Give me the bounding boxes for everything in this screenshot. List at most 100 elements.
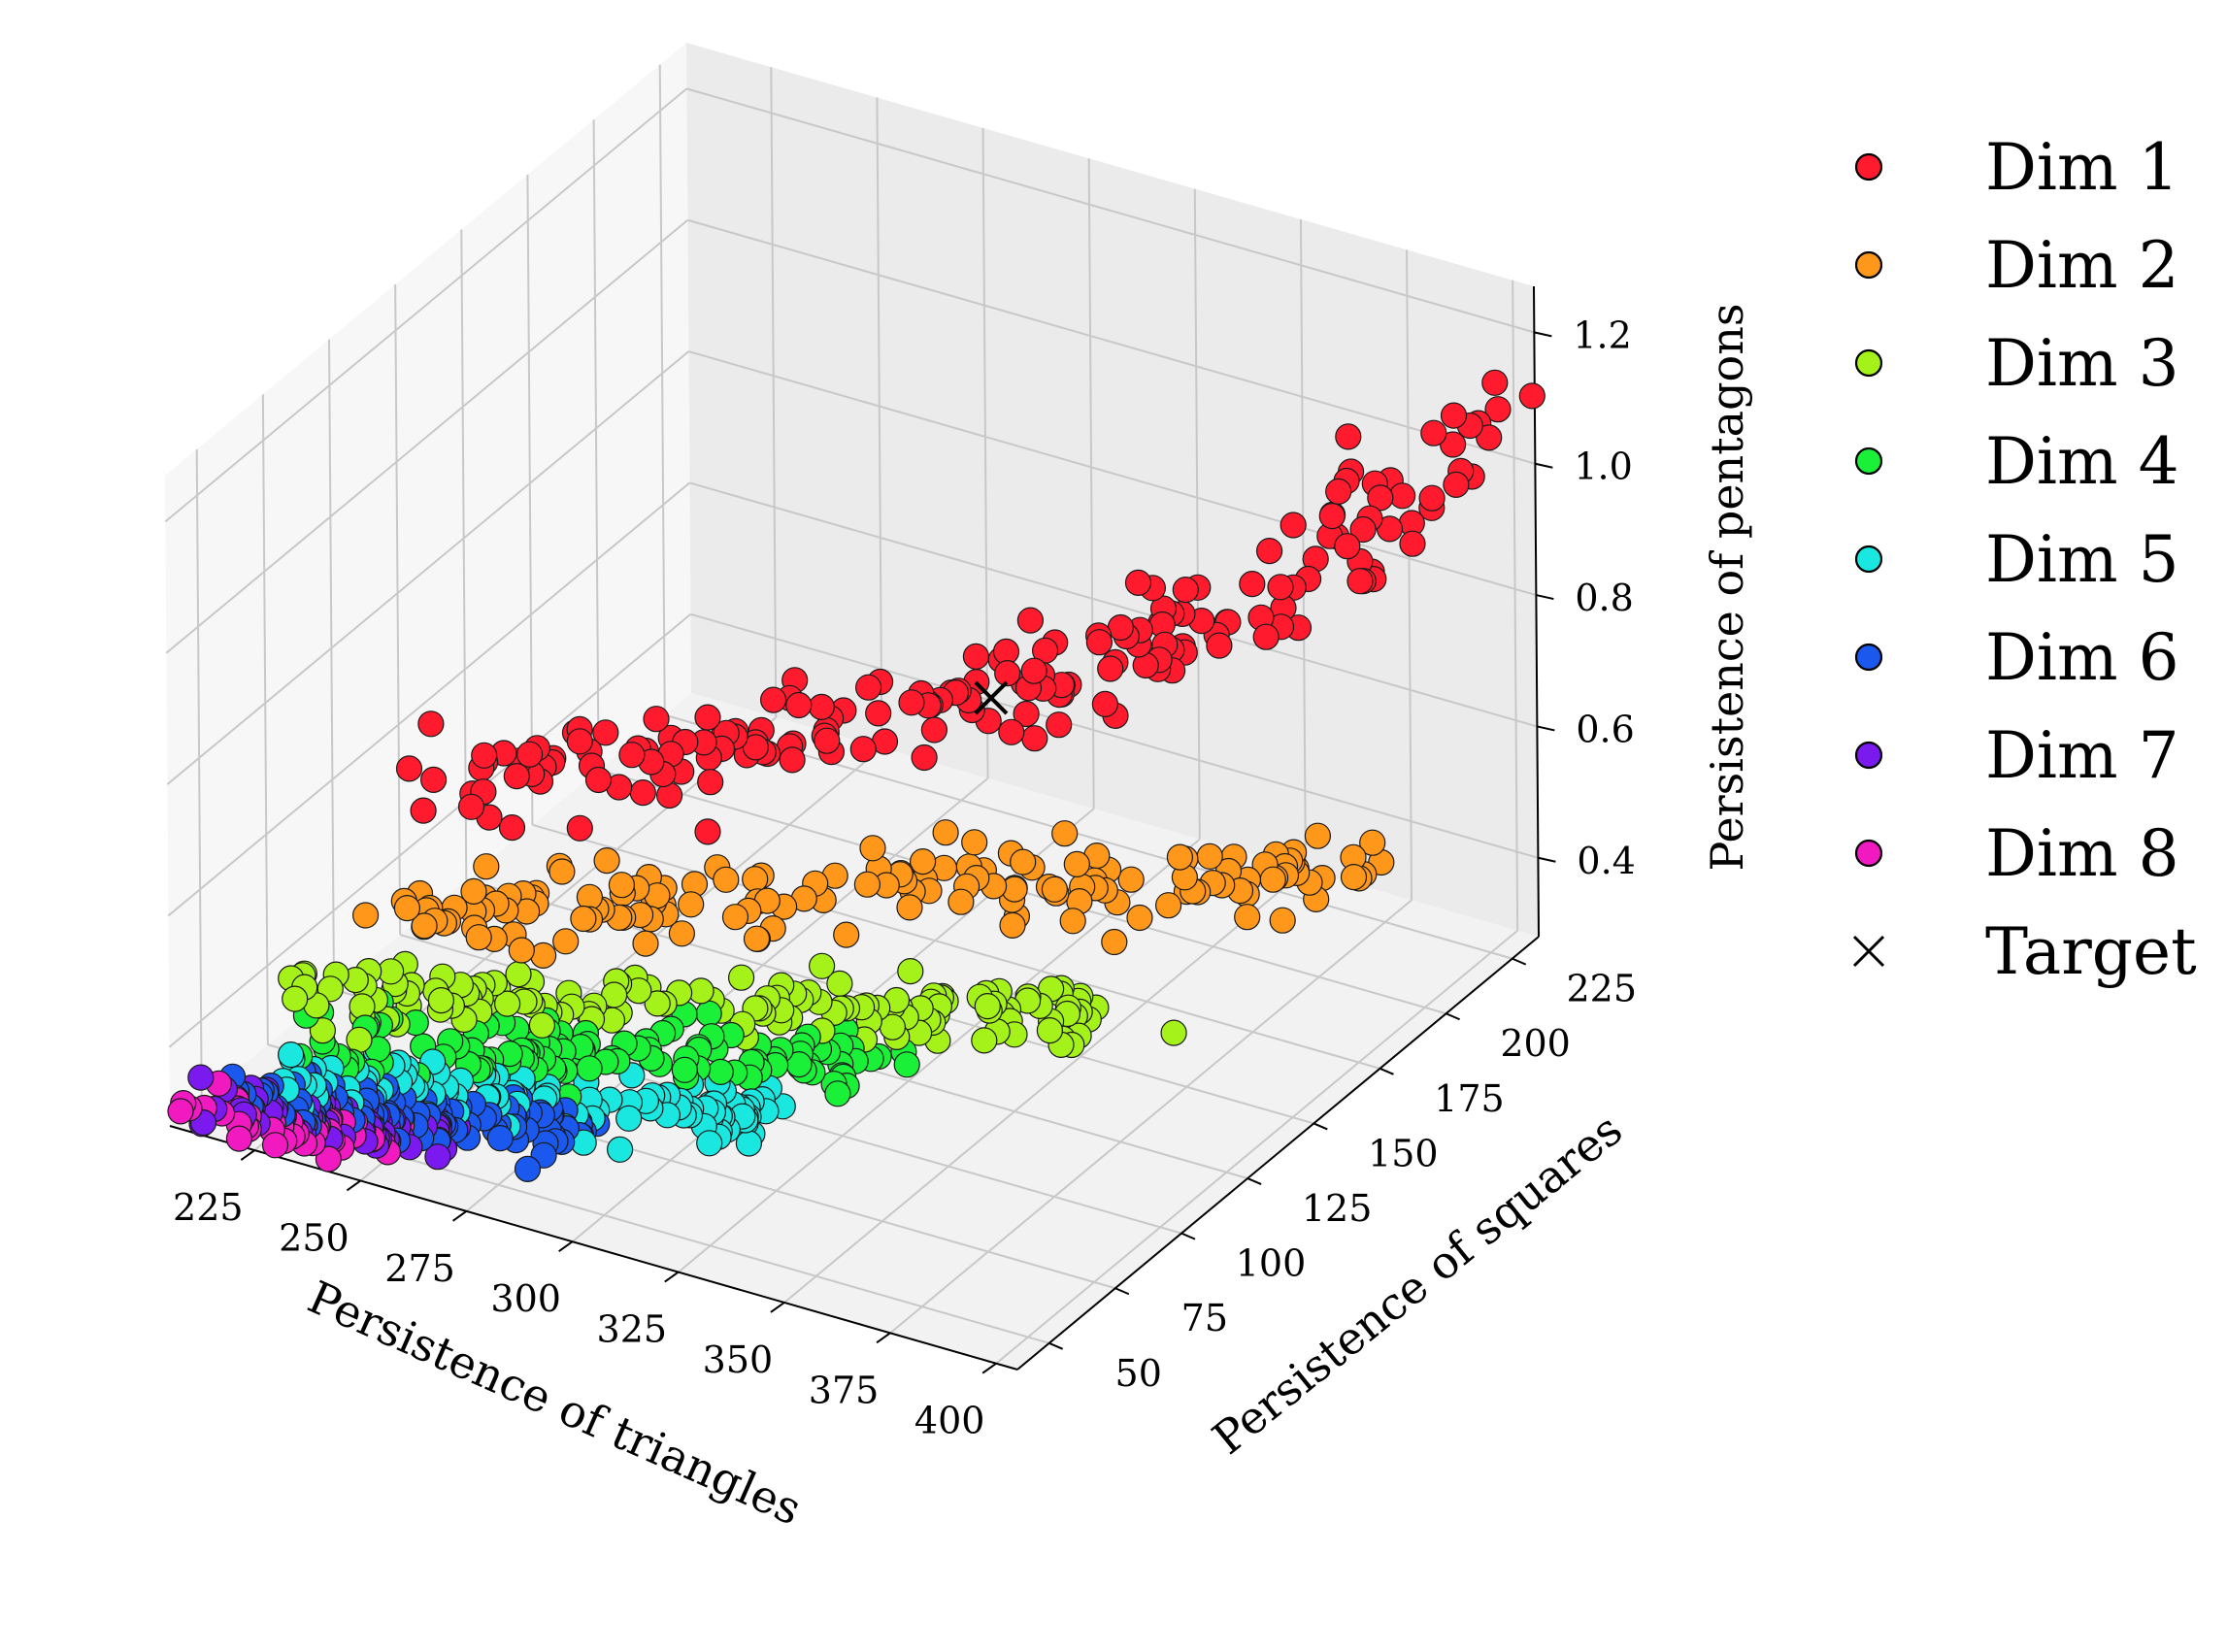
data-point-dim-1 xyxy=(618,742,646,769)
grid-y-side xyxy=(460,229,468,880)
data-point-dim-2 xyxy=(961,829,988,856)
legend-marker xyxy=(1854,643,1883,672)
data-point-dim-1 xyxy=(742,734,770,761)
data-point-dim-2 xyxy=(932,819,959,846)
data-point-dim-3 xyxy=(727,964,755,991)
data-point-dim-3 xyxy=(1160,1019,1187,1046)
data-point-dim-1 xyxy=(1239,570,1266,598)
data-point-dim-1 xyxy=(566,728,593,755)
x-tick-mark xyxy=(240,1149,255,1161)
data-point-dim-2 xyxy=(1340,863,1368,891)
grid-y-side xyxy=(261,394,269,1045)
data-point-dim-2 xyxy=(1259,866,1286,893)
y-tick-mark xyxy=(1313,1122,1328,1131)
legend-marker xyxy=(1854,839,1883,868)
data-point-dim-5 xyxy=(735,1130,763,1157)
grid-z-side xyxy=(167,481,691,917)
grid-x-floor xyxy=(783,869,1307,1304)
data-point-dim-5 xyxy=(606,1136,634,1163)
legend-label: Dim 6 xyxy=(1985,620,2179,695)
data-point-dim-2 xyxy=(460,877,487,906)
data-point-dim-1 xyxy=(1418,484,1446,512)
data-point-dim-2 xyxy=(552,928,580,955)
grid-z-side xyxy=(168,613,692,1048)
data-point-dim-6 xyxy=(486,1124,514,1152)
data-point-dim-2 xyxy=(853,871,881,898)
grid-z-back xyxy=(689,481,1538,728)
data-point-dim-1 xyxy=(1388,482,1416,510)
data-point-dim-6 xyxy=(514,1155,542,1183)
grid-x-back xyxy=(770,67,778,718)
legend-item: Dim 6 xyxy=(1854,620,2179,695)
data-point-dim-1 xyxy=(998,718,1025,745)
data-point-dim-1 xyxy=(417,710,445,738)
grid-z-back xyxy=(687,218,1536,465)
grid-z-side xyxy=(164,87,687,523)
z-tick-mark xyxy=(1537,725,1555,732)
grid-z-back xyxy=(686,87,1535,334)
data-point-dim-1 xyxy=(854,674,882,701)
z-tick-mark xyxy=(1534,331,1552,338)
y-tick-mark xyxy=(1446,1012,1460,1021)
z-tick-mark xyxy=(1536,594,1554,601)
y-tick-mark xyxy=(1114,1287,1130,1296)
data-point-dim-1 xyxy=(1476,424,1503,451)
legend-label: Dim 4 xyxy=(1985,424,2179,499)
data-point-dim-3 xyxy=(971,1027,998,1054)
z-tick-label: 1.0 xyxy=(1574,446,1632,488)
x-tick-mark xyxy=(451,1210,468,1222)
grid-y-side xyxy=(394,284,402,936)
data-point-dim-2 xyxy=(859,835,886,862)
legend-marker xyxy=(1854,250,1883,280)
data-point-dim-2 xyxy=(473,853,500,880)
y-tick-label: 150 xyxy=(1368,1132,1439,1174)
data-point-dim-2 xyxy=(713,866,740,893)
data-point-dim-3 xyxy=(346,1026,373,1053)
data-point-dim-7 xyxy=(187,1064,215,1091)
data-point-dim-2 xyxy=(909,847,937,876)
legend-label: Dim 2 xyxy=(1985,228,2179,303)
data-point-dim-3 xyxy=(378,958,405,985)
grid-x-back xyxy=(1299,218,1307,870)
data-point-dim-1 xyxy=(814,727,841,754)
legend-item: Dim 5 xyxy=(1854,522,2179,597)
data-point-dim-1 xyxy=(1255,537,1283,565)
back-pane xyxy=(686,43,1539,937)
data-point-dim-2 xyxy=(1269,907,1296,934)
data-point-dim-1 xyxy=(694,818,721,845)
data-point-dim-1 xyxy=(1252,623,1280,650)
x-tick-mark xyxy=(346,1179,362,1192)
data-point-dim-1 xyxy=(1349,515,1377,544)
x-tick-label: 325 xyxy=(597,1308,668,1351)
legend: Dim 1 Dim 2 Dim 3 Dim 4 Dim 5 Dim 6 Dim 7 Dim 8… xyxy=(1852,130,2197,989)
y-tick-label: 50 xyxy=(1115,1352,1162,1395)
data-point-dim-8 xyxy=(167,1098,194,1125)
grid-x-back xyxy=(1406,249,1413,901)
data-point-dim-1 xyxy=(457,793,485,820)
y-tick-mark xyxy=(1180,1232,1196,1240)
data-point-dim-1 xyxy=(1484,396,1512,423)
data-point-dim-1 xyxy=(808,693,835,721)
data-point-dim-1 xyxy=(629,778,656,807)
legend-item: Dim 2 xyxy=(1854,228,2179,303)
y-axis-line xyxy=(1016,936,1540,1371)
data-point-dim-2 xyxy=(742,866,769,893)
data-point-dim-3 xyxy=(644,990,671,1017)
grid-x-back xyxy=(981,127,989,778)
data-point-dim-3 xyxy=(493,990,521,1017)
data-point-dim-1 xyxy=(1013,700,1040,728)
data-points xyxy=(167,369,1546,1183)
data-point-dim-1 xyxy=(1443,471,1470,498)
data-point-dim-2 xyxy=(393,894,420,922)
grid-x-back xyxy=(1193,188,1201,840)
y-tick-mark xyxy=(1246,1177,1262,1185)
data-point-dim-1 xyxy=(1518,382,1546,410)
x-axis-line xyxy=(169,1125,1018,1371)
y-tick-label: 175 xyxy=(1434,1077,1505,1120)
data-point-dim-2 xyxy=(1063,850,1090,878)
data-point-dim-5 xyxy=(615,1105,643,1132)
data-point-dim-4 xyxy=(671,1056,698,1083)
z-axis-title: Persistence of pentagons xyxy=(1701,304,1753,872)
data-point-dim-3 xyxy=(808,952,836,979)
